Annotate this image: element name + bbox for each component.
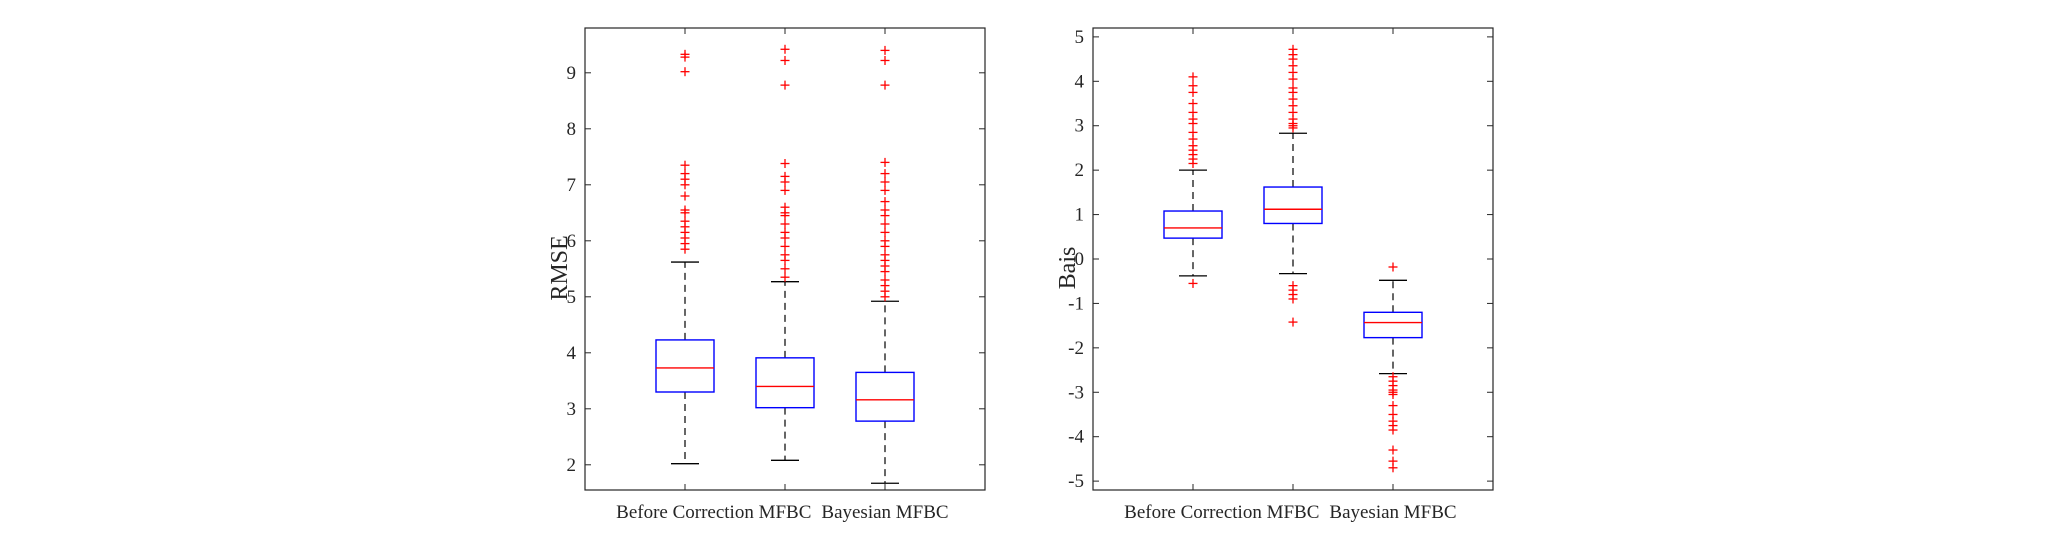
outlier-marker — [1288, 83, 1298, 93]
rmse-ytick-label: 3 — [567, 399, 577, 420]
outlier-marker — [1188, 81, 1198, 91]
bais-ytick-label: 0 — [1075, 249, 1085, 270]
rmse-ytick-label: 5 — [567, 287, 577, 308]
bais-xtick-label: Before Correction — [1124, 502, 1262, 523]
outlier-marker — [1288, 317, 1298, 327]
outlier-marker — [1188, 278, 1198, 288]
outlier-marker — [880, 177, 890, 187]
outlier-marker — [1388, 425, 1398, 435]
bais-ytick-label: -2 — [1068, 338, 1084, 359]
bais-ytick-label: -1 — [1068, 293, 1084, 314]
bais-ytick-label: 2 — [1075, 160, 1085, 181]
outlier-marker — [780, 272, 790, 282]
bais-y-axis-label: Bais — [1055, 247, 1081, 290]
outlier-marker — [880, 45, 890, 55]
outlier-marker — [680, 191, 690, 201]
outlier-marker — [880, 157, 890, 167]
outlier-marker — [880, 275, 890, 285]
outlier-marker — [1388, 262, 1398, 272]
rmse-y-axis-label: RMSE — [547, 235, 573, 300]
iqr-box — [755, 357, 815, 409]
iqr-box — [1263, 186, 1323, 225]
rmse-panel: RMSE 2 3 4 5 6 7 8 9 Before Correction MFBC Bayesi… — [547, 27, 986, 523]
outlier-marker — [880, 55, 890, 65]
outlier-marker — [1188, 72, 1198, 82]
outlier-marker — [880, 169, 890, 179]
bais-ytick-label: -4 — [1068, 427, 1084, 448]
rmse-ytick-label: 8 — [567, 119, 577, 140]
bais-ytick-label: -5 — [1068, 471, 1084, 492]
bais-box-1: MFBC — [1263, 28, 1323, 523]
outlier-marker — [780, 171, 790, 181]
outlier-marker — [1388, 445, 1398, 455]
outlier-marker — [780, 250, 790, 260]
outlier-marker — [780, 185, 790, 195]
outlier-marker — [1288, 294, 1298, 304]
outlier-marker — [780, 227, 790, 237]
outlier-marker — [880, 236, 890, 246]
outlier-marker — [1388, 463, 1398, 473]
outlier-marker — [680, 49, 690, 59]
bais-ytick-label: 4 — [1075, 71, 1085, 92]
bais-panel: Bais -5 -4 -3 -2 -1 0 1 2 3 4 5 Before Correction MF… — [1055, 27, 1494, 523]
bais-box-2: Bayesian MFBC — [1329, 28, 1457, 523]
outlier-marker — [1288, 44, 1298, 54]
bais-xtick-label: MFBC — [1267, 502, 1320, 523]
outlier-marker — [680, 205, 690, 215]
outlier-marker — [1388, 389, 1398, 399]
rmse-ytick-label: 7 — [567, 175, 577, 196]
rmse-box-2: Bayesian MFBC — [821, 28, 949, 523]
outlier-marker — [880, 185, 890, 195]
rmse-ytick-label: 4 — [567, 343, 577, 364]
rmse-ytick-label: 9 — [567, 63, 577, 84]
outlier-marker — [680, 169, 690, 179]
rmse-box-0: Before Correction — [616, 28, 754, 523]
bais-ytick-label: 1 — [1075, 205, 1085, 226]
rmse-xtick-label: MFBC — [759, 502, 812, 523]
rmse-xtick-label: Bayesian MFBC — [821, 502, 948, 523]
outlier-marker — [780, 44, 790, 54]
iqr-box — [655, 339, 715, 393]
outlier-marker — [880, 250, 890, 260]
outlier-marker — [780, 202, 790, 212]
outlier-marker — [880, 219, 890, 229]
rmse-box-1: MFBC — [755, 28, 815, 523]
rmse-ytick-label: 2 — [567, 455, 577, 476]
outlier-marker — [880, 197, 890, 207]
iqr-box — [855, 371, 915, 422]
bais-ytick-label: -3 — [1068, 382, 1084, 403]
rmse-xtick-label: Before Correction — [616, 502, 754, 523]
outlier-marker — [1188, 99, 1198, 109]
outlier-marker — [780, 80, 790, 90]
outlier-marker — [680, 67, 690, 77]
outlier-marker — [780, 159, 790, 169]
rmse-ytick-label: 6 — [567, 231, 577, 252]
iqr-box — [1363, 311, 1423, 339]
outlier-marker — [880, 80, 890, 90]
bais-box-0: Before Correction — [1124, 28, 1262, 523]
outlier-marker — [1188, 107, 1198, 117]
outlier-marker — [680, 216, 690, 226]
outlier-marker — [780, 241, 790, 251]
outlier-marker — [780, 264, 790, 274]
bais-ytick-label: 5 — [1075, 27, 1085, 48]
outlier-marker — [880, 205, 890, 215]
outlier-marker — [680, 160, 690, 170]
outlier-marker — [1388, 401, 1398, 411]
bais-ytick-label: 3 — [1075, 116, 1085, 137]
outlier-marker — [1188, 127, 1198, 137]
outlier-marker — [780, 219, 790, 229]
outlier-marker — [880, 227, 890, 237]
bais-xtick-label: Bayesian MFBC — [1329, 502, 1456, 523]
iqr-box — [1163, 210, 1223, 239]
outlier-marker — [780, 55, 790, 65]
